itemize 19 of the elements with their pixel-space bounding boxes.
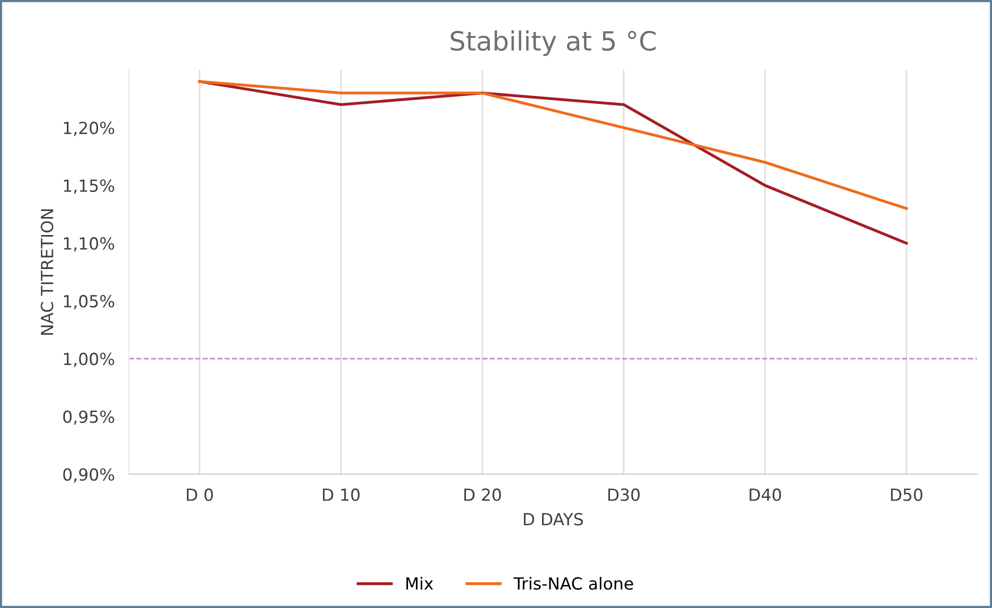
x-tick-label: D30 [608,488,640,502]
y-tick-label: 1,15% [64,179,114,194]
x-tick-label: D50 [891,488,922,502]
x-tick-label: D 0 [186,488,213,502]
y-tick-label: 1,20% [64,122,114,136]
y-tick-label: 1,05% [64,294,114,310]
line-series [198,80,908,210]
y-tick-label: 0,90% [63,468,114,483]
chart-title: Stability at 5 °C [450,30,656,56]
x-axis-title: D DAYS [524,512,583,526]
x-tick-label: D 20 [464,488,501,502]
y-tick-label: 0,95% [63,410,114,425]
legend-label: Tris-NAC alone [514,576,634,590]
x-tick-label: D 10 [322,488,360,502]
y-tick-label: 1,10% [64,237,114,252]
legend-label: Mix [406,576,434,590]
y-tick-label: 1,00% [64,352,114,367]
x-tick-label: D40 [750,488,781,502]
y-axis-title: NAC TITRETION [40,209,54,335]
